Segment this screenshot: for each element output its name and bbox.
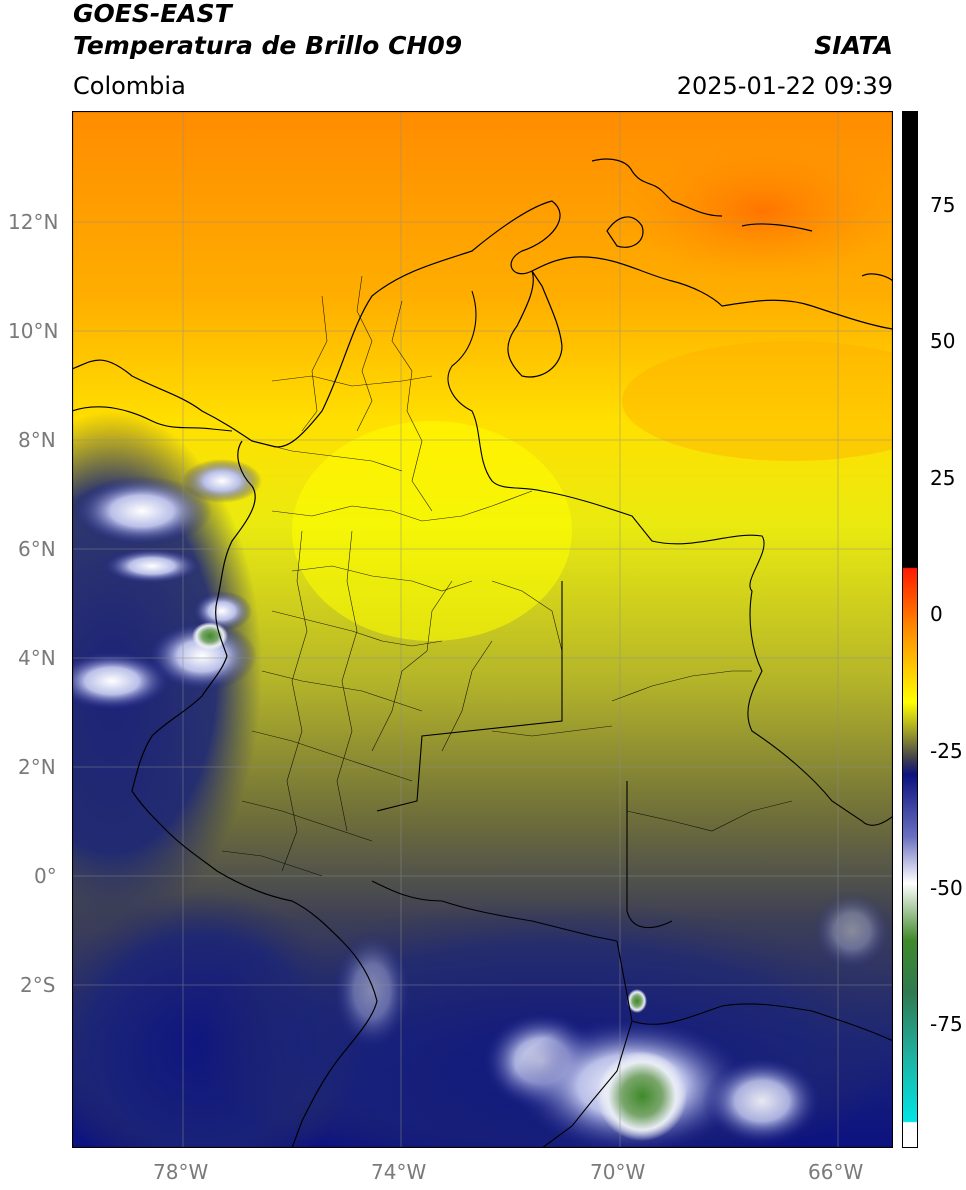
region-label: Colombia [73,72,186,100]
lat-label-8n: 8°N [18,428,56,452]
lon-label-74w: 74°W [371,1160,427,1184]
lat-label-2n: 2°N [18,755,56,779]
lon-label-70w: 70°W [590,1160,646,1184]
product-title: Temperatura de Brillo CH09 [73,31,463,60]
map-frame [72,111,893,1148]
colorbar-tick-neg75: -75 [930,1012,963,1036]
lat-label-12n: 12°N [8,210,59,234]
lat-label-6n: 6°N [18,537,56,561]
datetime-label: 2025-01-22 09:39 [676,72,893,100]
lat-label-2s: 2°S [20,973,56,997]
colorbar-tick-25: 25 [930,466,956,490]
colorbar-tick-0: 0 [930,602,943,626]
brightness-temperature-map[interactable] [72,111,893,1148]
lat-label-10n: 10°N [8,319,59,343]
colorbar-tick-neg25: -25 [930,739,963,763]
coastline [72,158,893,1148]
colorbar-tick-75: 75 [930,193,956,217]
country-borders [72,290,893,1148]
colorbar-tick-neg50: -50 [930,876,963,900]
lon-label-78w: 78°W [153,1160,209,1184]
organization-label: SIATA [814,31,893,60]
lon-label-66w: 66°W [808,1160,864,1184]
satellite-title: GOES-EAST [73,0,232,28]
lat-label-4n: 4°N [18,646,56,670]
colorbar-tick-50: 50 [930,329,956,353]
temperature-colorbar [902,111,918,1148]
department-boundaries [221,275,793,877]
lat-label-0: 0° [34,864,57,888]
